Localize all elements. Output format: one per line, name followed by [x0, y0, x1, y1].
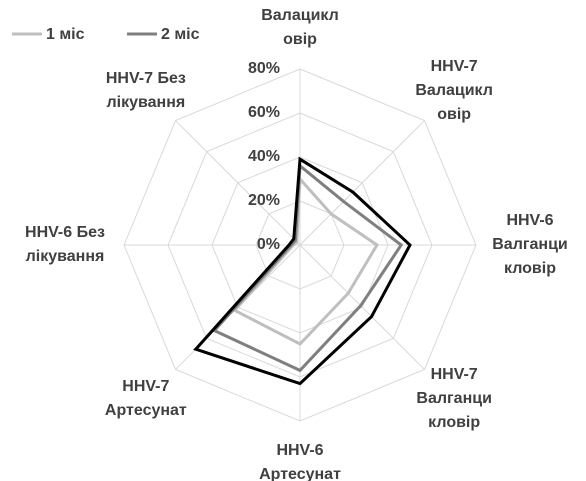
category-label-line: овір [437, 106, 471, 123]
category-label-line: Валганци [416, 390, 492, 407]
category-label-line: HHV-7 [431, 58, 478, 75]
category-label-line: Валганци [492, 236, 568, 253]
r-tick-label: 60% [248, 104, 280, 121]
category-label-line: HHV-7 Без [106, 70, 186, 87]
category-label: HHV-6 Артесунат [259, 442, 341, 481]
series-line [193, 156, 412, 386]
category-label-line: лікування [106, 94, 185, 111]
r-tick-label: 80% [248, 60, 280, 77]
spoke [299, 120, 425, 246]
category-label-line: HHV-7 [431, 366, 478, 383]
series-line [232, 175, 380, 346]
category-label-line: Валацикл [415, 82, 493, 99]
legend-label: 1 міс [46, 26, 85, 43]
category-label-line: HHV-6 [276, 442, 323, 459]
category-label-line: овір [283, 31, 317, 48]
category-label: Валацикл овір [261, 7, 339, 48]
category-label: HHV-6 Валганци кловір [492, 212, 568, 277]
category-label: HHV-7 Валганци кловір [416, 366, 492, 431]
category-label-line: Артесунат [105, 402, 187, 419]
r-tick-label: 40% [248, 148, 280, 165]
category-label: HHV-7 Без лікування [106, 70, 186, 111]
r-tick-label: 20% [248, 192, 280, 209]
category-label-line: кловір [428, 414, 480, 431]
category-label: HHV-7 Валацикл овір [415, 58, 493, 123]
category-label-line: HHV-7 [122, 378, 169, 395]
category-label-line: HHV-6 [506, 212, 553, 229]
spoke [299, 244, 425, 370]
category-label-line: лікування [26, 248, 105, 265]
category-label: HHV-6 Без лікування [25, 224, 105, 265]
series-line [211, 162, 404, 373]
spoke [175, 120, 301, 246]
category-label-line: кловір [504, 260, 556, 277]
r-tick-label: 0% [257, 236, 280, 253]
category-label-line: Артесунат [259, 466, 341, 481]
legend-label: 2 міс [161, 26, 200, 43]
category-label: HHV-7 Артесунат [105, 378, 187, 419]
category-label-line: HHV-6 Без [25, 224, 105, 241]
category-label-line: Валацикл [261, 7, 339, 24]
